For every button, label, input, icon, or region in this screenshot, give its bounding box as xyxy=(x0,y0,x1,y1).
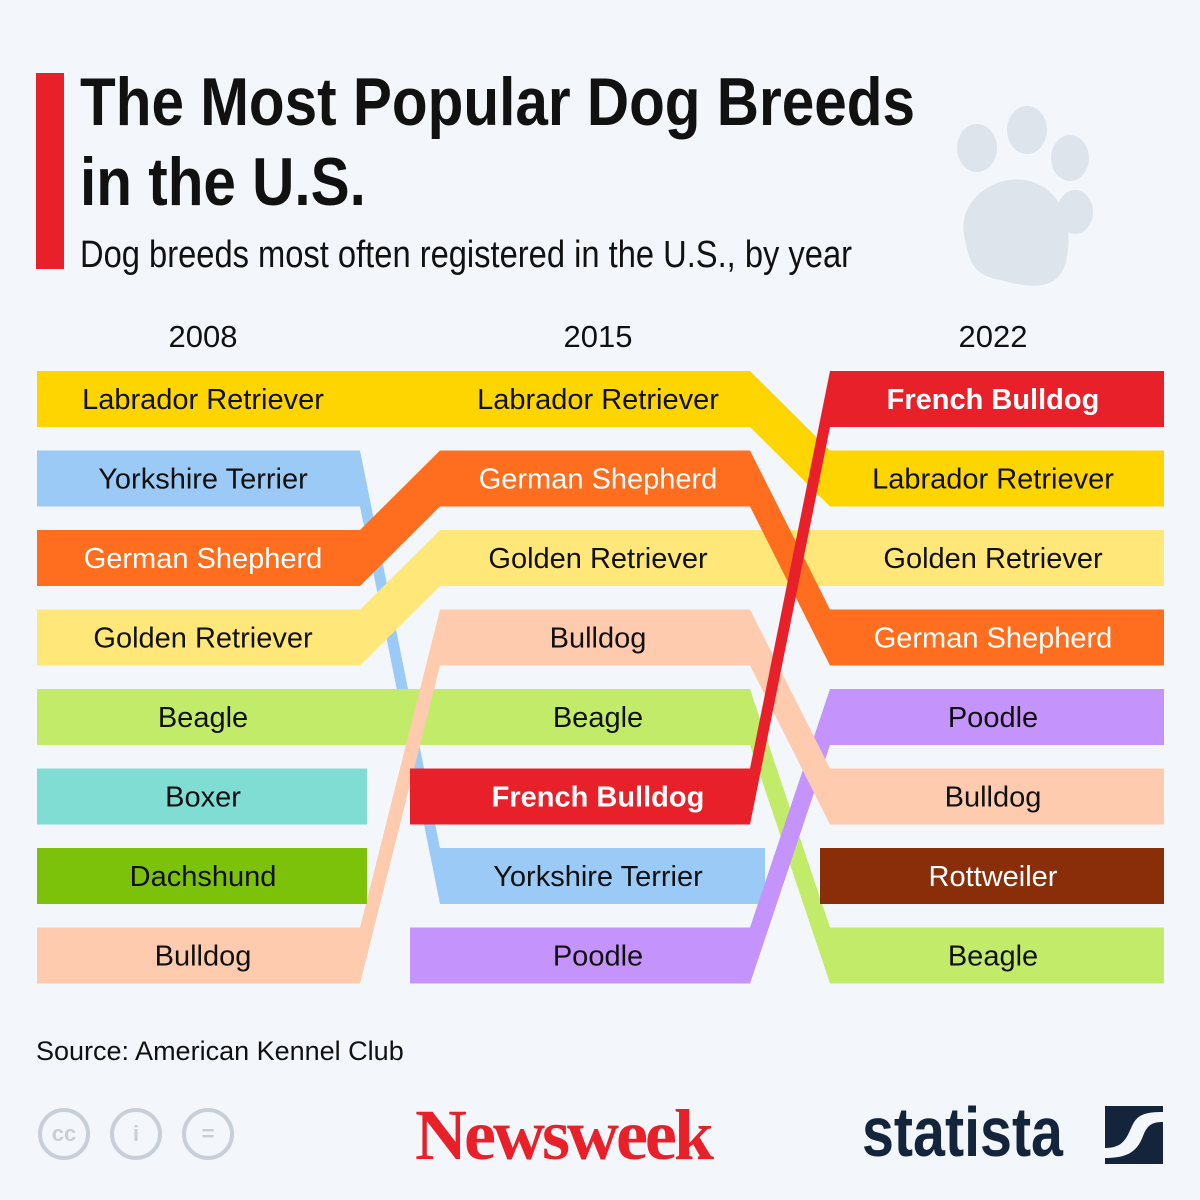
breed-label: German Shepherd xyxy=(84,543,323,575)
breed-label: Bulldog xyxy=(945,782,1042,814)
ribbon-poodle xyxy=(410,689,1164,984)
ribbon-dachshund xyxy=(37,848,367,904)
breed-label: Yorkshire Terrier xyxy=(493,861,703,893)
year-label: 2008 xyxy=(169,319,238,354)
accent-bar xyxy=(36,73,64,269)
newsweek-logo: Newsweek xyxy=(415,1095,714,1175)
breed-label: Golden Retriever xyxy=(488,543,708,575)
ribbon-golden-retriever xyxy=(37,530,1164,666)
breed-label: Labrador Retriever xyxy=(872,464,1114,496)
ribbon-yorkshire-terrier xyxy=(37,450,765,904)
breed-label: Boxer xyxy=(165,782,241,814)
breed-label: Dachshund xyxy=(130,861,277,893)
breed-label: Golden Retriever xyxy=(883,543,1103,575)
breed-label: Yorkshire Terrier xyxy=(98,464,308,496)
statista-mark-icon xyxy=(1105,1106,1163,1164)
breed-label: French Bulldog xyxy=(492,782,705,814)
breed-label: Golden Retriever xyxy=(93,623,313,655)
breed-label: Poodle xyxy=(948,702,1038,734)
breed-label: Rottweiler xyxy=(929,861,1058,893)
breed-label: Beagle xyxy=(948,941,1038,973)
bump-chart: 2008 2015 2022 Labrador Retriever Yorkshire … xyxy=(37,319,1164,984)
breed-label: French Bulldog xyxy=(887,384,1100,416)
breed-label: Bulldog xyxy=(155,941,252,973)
attribution-icon: i xyxy=(110,1108,162,1160)
ribbon-german-shepherd xyxy=(37,450,1164,666)
ribbon-french-bulldog xyxy=(410,371,1164,825)
year-label: 2015 xyxy=(564,319,633,354)
chart-title: The Most Popular Dog Breeds in the U.S. xyxy=(80,64,916,220)
breed-label: German Shepherd xyxy=(874,623,1113,655)
breed-label: Beagle xyxy=(553,702,643,734)
breed-label: Labrador Retriever xyxy=(82,384,324,416)
ribbon-rottweiler xyxy=(820,848,1164,904)
breed-label: Beagle xyxy=(158,702,248,734)
ribbon-beagle xyxy=(37,689,1164,984)
breed-label: Bulldog xyxy=(550,623,647,655)
chart-subtitle: Dog breeds most often registered in the … xyxy=(80,234,853,276)
no-derivatives-icon: = xyxy=(182,1108,234,1160)
statista-logo: statista xyxy=(862,1093,1063,1171)
source-note: Source: American Kennel Club xyxy=(36,1036,404,1066)
breed-label: Poodle xyxy=(553,941,643,973)
cc-icon: cc xyxy=(38,1108,90,1160)
paw-icon xyxy=(957,106,1093,286)
ribbon-boxer xyxy=(37,768,367,825)
breed-label: German Shepherd xyxy=(479,464,718,496)
year-label: 2022 xyxy=(959,319,1028,354)
breed-label: Labrador Retriever xyxy=(477,384,719,416)
ribbon-bulldog xyxy=(37,609,1164,984)
ribbon-labrador-retriever xyxy=(37,371,1164,507)
